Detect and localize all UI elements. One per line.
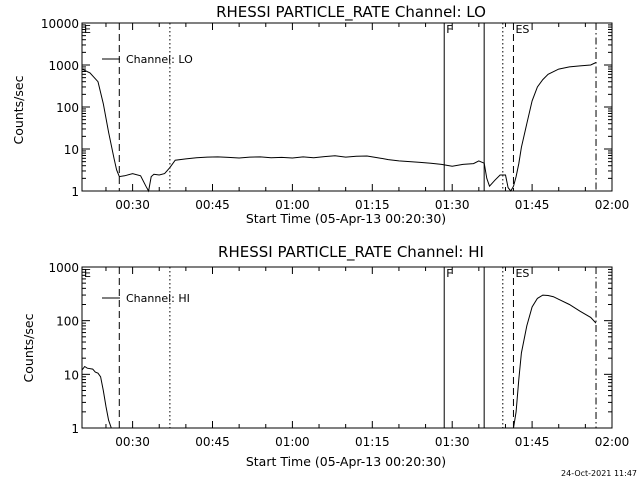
x-axis-label: Start Time (05-Apr-13 00:20:30) <box>246 454 446 469</box>
x-tick-label: 01:30 <box>435 198 470 212</box>
x-tick-label: 01:00 <box>275 198 310 212</box>
y-axis-label: Counts/sec <box>21 313 36 382</box>
event-marker-label: ES <box>515 267 529 280</box>
y-tick-label: 1000 <box>48 59 79 73</box>
y-tick-label: 10 <box>64 368 79 382</box>
y-tick-label: 100 <box>56 315 79 329</box>
x-tick-label: 02:00 <box>595 198 630 212</box>
y-tick-label: 10000 <box>41 17 79 31</box>
x-tick-label: 01:45 <box>515 198 550 212</box>
panel-title: RHESSI PARTICLE_RATE Channel: HI <box>218 243 484 262</box>
event-markers: E F ES <box>82 23 596 191</box>
x-tick-label: 02:00 <box>595 435 630 449</box>
y-axis-label: Counts/sec <box>11 75 26 144</box>
x-tick-label: 00:30 <box>115 435 150 449</box>
y-ticks: 1 10 100 1000 <box>48 261 612 436</box>
legend-label: Channel: HI <box>126 292 190 305</box>
y-tick-label: 10 <box>64 143 79 157</box>
x-tick-label: 00:30 <box>115 198 150 212</box>
y-tick-label: 1 <box>71 185 79 199</box>
x-ticks: 00:30 00:45 01:00 01:15 01:30 01:45 02:00 <box>106 23 629 212</box>
y-tick-label: 100 <box>56 101 79 115</box>
timestamp: 24-Oct-2021 11:47 <box>561 469 637 478</box>
x-tick-label: 01:45 <box>515 435 550 449</box>
panel-hi: RHESSI PARTICLE_RATE Channel: HI Start T… <box>21 243 629 469</box>
y-tick-label: 1000 <box>48 261 79 275</box>
event-marker-label: F <box>446 23 452 36</box>
x-tick-label: 01:30 <box>435 435 470 449</box>
x-tick-label: 01:15 <box>355 198 390 212</box>
y-ticks: 1 10 100 1000 10000 <box>41 17 612 199</box>
panel-lo: RHESSI PARTICLE_RATE Channel: LO Start T… <box>11 3 629 226</box>
event-marker-label: F <box>446 267 452 280</box>
series-line-hi <box>82 295 596 428</box>
x-axis-label: Start Time (05-Apr-13 00:20:30) <box>246 211 446 226</box>
x-tick-label: 00:45 <box>195 435 230 449</box>
panel-title: RHESSI PARTICLE_RATE Channel: LO <box>216 3 486 22</box>
x-tick-label: 01:15 <box>355 435 390 449</box>
x-tick-label: 01:00 <box>275 435 310 449</box>
event-marker-label: E <box>84 267 91 280</box>
plot-frame <box>82 23 612 191</box>
series-line-lo <box>82 63 596 192</box>
y-tick-label: 1 <box>71 422 79 436</box>
x-tick-label: 00:45 <box>195 198 230 212</box>
legend-label: Channel: LO <box>126 53 193 66</box>
event-marker-label: ES <box>515 23 529 36</box>
